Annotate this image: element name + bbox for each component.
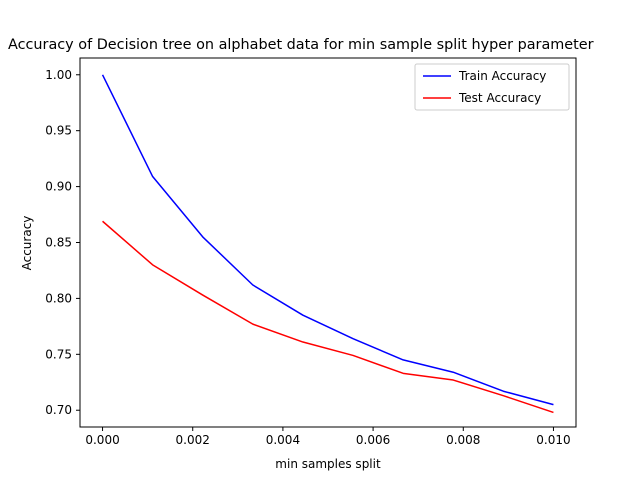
legend-label-2: Test Accuracy <box>458 91 541 105</box>
y-axis: 0.70 0.75 0.80 0.85 0.90 0.95 1.00 <box>45 68 80 417</box>
x-tick-label: 0.008 <box>446 433 480 447</box>
plot-frame <box>79 57 577 428</box>
y-tick-label: 0.90 <box>45 180 72 194</box>
x-tick-label: 0.004 <box>266 433 300 447</box>
y-tick-label: 0.80 <box>45 291 72 305</box>
y-axis-label: Accuracy <box>20 216 34 271</box>
series-layer <box>101 74 554 414</box>
y-tick-label: 0.75 <box>45 347 72 361</box>
y-tick-label: 0.70 <box>45 403 72 417</box>
chart-title: Accuracy of Decision tree on alphabet da… <box>8 37 594 53</box>
y-tick-label: 0.95 <box>45 124 72 138</box>
series-line-2 <box>102 220 554 414</box>
x-axis: 0.000 0.002 0.004 0.006 0.008 0.010 <box>85 427 571 447</box>
x-tick-label: 0.010 <box>536 433 570 447</box>
y-tick-label: 1.00 <box>45 68 72 82</box>
x-tick-label: 0.006 <box>356 433 390 447</box>
series-line-1 <box>101 74 554 406</box>
y-tick-label: 0.85 <box>45 236 72 250</box>
legend-box <box>414 63 570 111</box>
legend: Train Accuracy Test Accuracy <box>414 63 570 111</box>
legend-label-1: Train Accuracy <box>458 69 546 83</box>
x-tick-label: 0.000 <box>85 433 119 447</box>
x-tick-label: 0.002 <box>176 433 210 447</box>
x-axis-label: min samples split <box>275 457 381 471</box>
